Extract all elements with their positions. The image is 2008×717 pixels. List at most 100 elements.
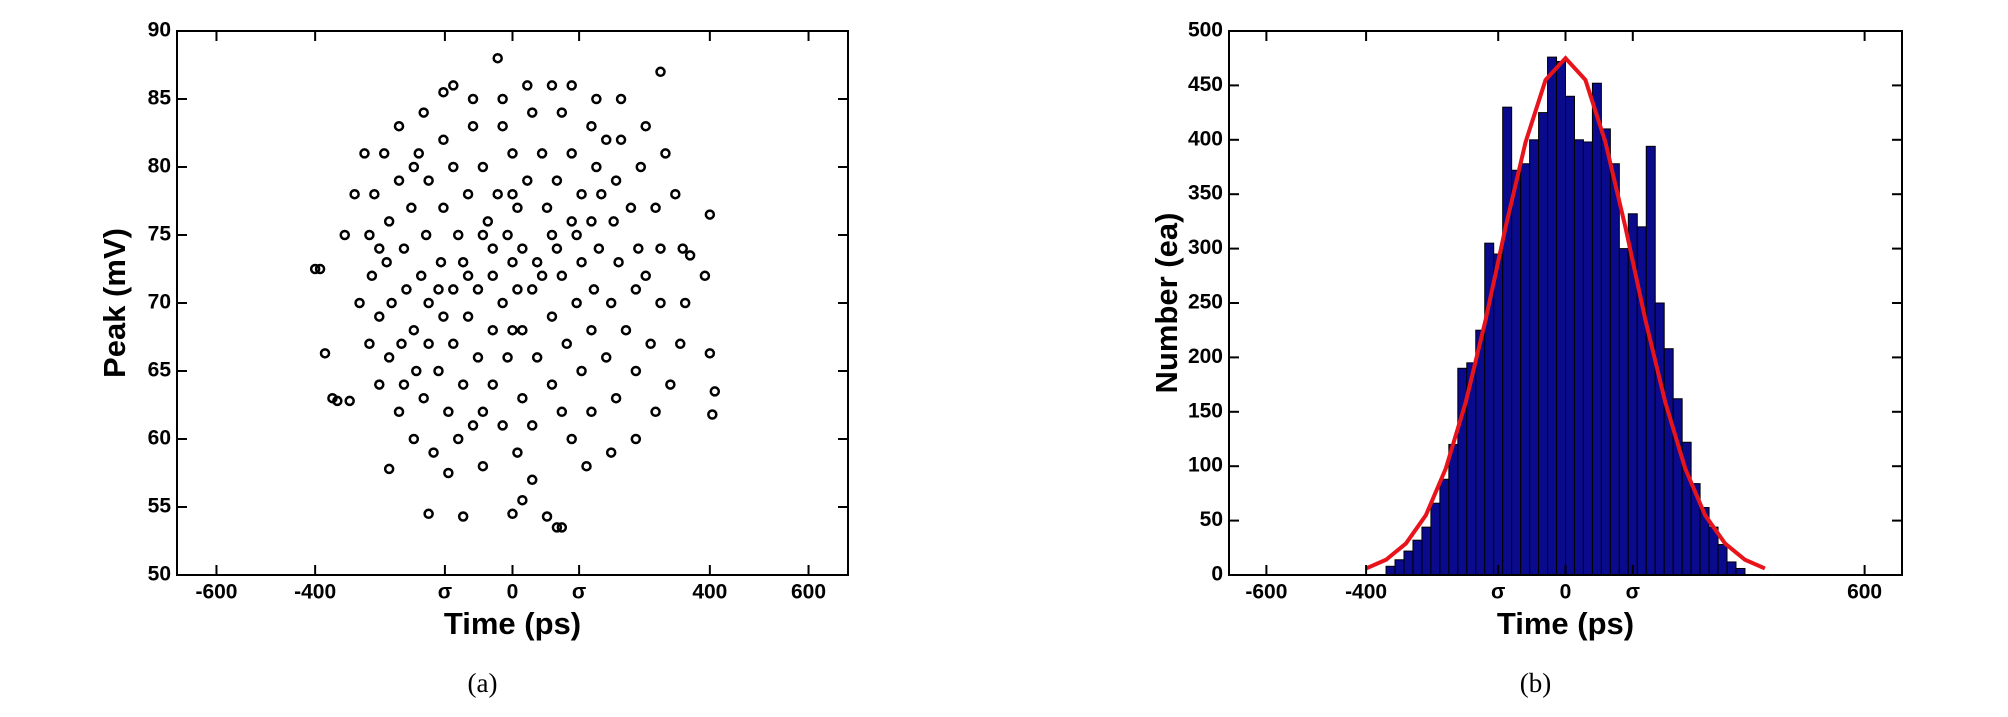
data-point [566,433,577,445]
data-point [512,202,523,214]
data-point [408,161,420,173]
histogram-bar [1412,539,1423,576]
histogram-bar [1538,112,1549,576]
data-point [704,209,716,220]
data-point [457,379,469,390]
data-point [531,256,543,268]
histogram-bar [1547,56,1558,576]
y-tick-label: 70 [148,291,171,314]
y-tick-label: 200 [1188,345,1223,368]
histogram-bar [1430,502,1441,576]
data-point [374,243,385,254]
data-point [522,175,533,186]
data-point [359,148,370,159]
data-point [423,508,434,520]
data-point [477,460,489,472]
x-tick-label: -400 [294,581,336,604]
y-tick-label: 150 [1188,399,1223,422]
data-point [526,420,538,431]
x-tick-label: -600 [195,581,237,604]
data-point [408,324,420,336]
data-point [615,93,627,105]
histogram-bar [1502,106,1513,576]
data-point [332,395,343,407]
x-tick-label: -600 [1245,581,1287,604]
data-point [571,229,582,241]
data-point [497,420,508,431]
data-point [477,229,489,241]
data-point [605,447,617,458]
data-point [596,188,607,200]
data-point [605,297,617,309]
data-point [517,243,528,254]
data-point [586,216,597,227]
y-tick-label: 0 [1211,563,1223,586]
data-point [625,202,637,214]
histogram-bar [1636,226,1647,576]
data-point [448,161,459,173]
histogram-bar [1672,398,1683,576]
data-point [546,379,558,390]
data-point [531,352,543,363]
data-point [536,270,548,282]
data-point [507,256,518,268]
data-point [487,270,499,282]
data-point [423,297,434,309]
histogram-bar [1421,526,1432,576]
data-point [507,188,518,200]
data-point [610,392,622,404]
data-point [541,202,553,214]
data-point [526,284,538,295]
data-point [633,243,644,254]
data-point [517,392,528,404]
data-point [383,216,395,227]
data-point [517,494,528,506]
data-point [675,338,686,350]
data-point [433,365,444,377]
data-point [593,243,605,254]
histogram-bar [1717,544,1728,576]
data-point [566,148,577,159]
histogram-bar [1475,329,1486,576]
data-point [591,161,602,173]
data-point [472,352,484,363]
data-point [452,229,464,241]
data-point [640,270,651,282]
data-point [401,284,412,295]
histogram-bar [1529,139,1540,576]
y-axis-title: Peak (mV) [97,228,132,378]
data-point [482,216,494,227]
data-point [679,297,691,309]
data-point [364,338,375,350]
data-point [640,120,651,132]
data-point [536,148,548,159]
histogram-bar [1556,60,1566,576]
y-tick-label: 90 [148,19,171,42]
data-point [670,188,681,200]
histogram-bar [1448,443,1459,576]
data-point [546,311,558,322]
data-point [398,243,410,254]
y-tick-label: 85 [148,87,172,110]
histogram-bar [1582,141,1593,576]
data-point [556,270,568,282]
data-point [586,324,597,336]
data-point [709,386,721,397]
data-point [630,365,642,377]
data-point [566,216,577,227]
data-point [423,338,434,350]
data-point [393,120,405,132]
data-point [586,406,597,418]
data-point [526,107,538,118]
data-point [374,379,385,390]
data-point [383,352,395,363]
data-point [497,93,508,105]
data-point [707,409,718,420]
data-point [319,348,331,359]
plot-frame [176,30,849,576]
y-tick-label: 350 [1188,182,1223,205]
data-point [339,229,350,241]
chart-panel: -600 -400 σ 0 σ 400 600 50 55 60 65 70 75 80 85 90 Time … [97,19,849,698]
data-point [467,420,479,431]
data-point [556,406,568,418]
